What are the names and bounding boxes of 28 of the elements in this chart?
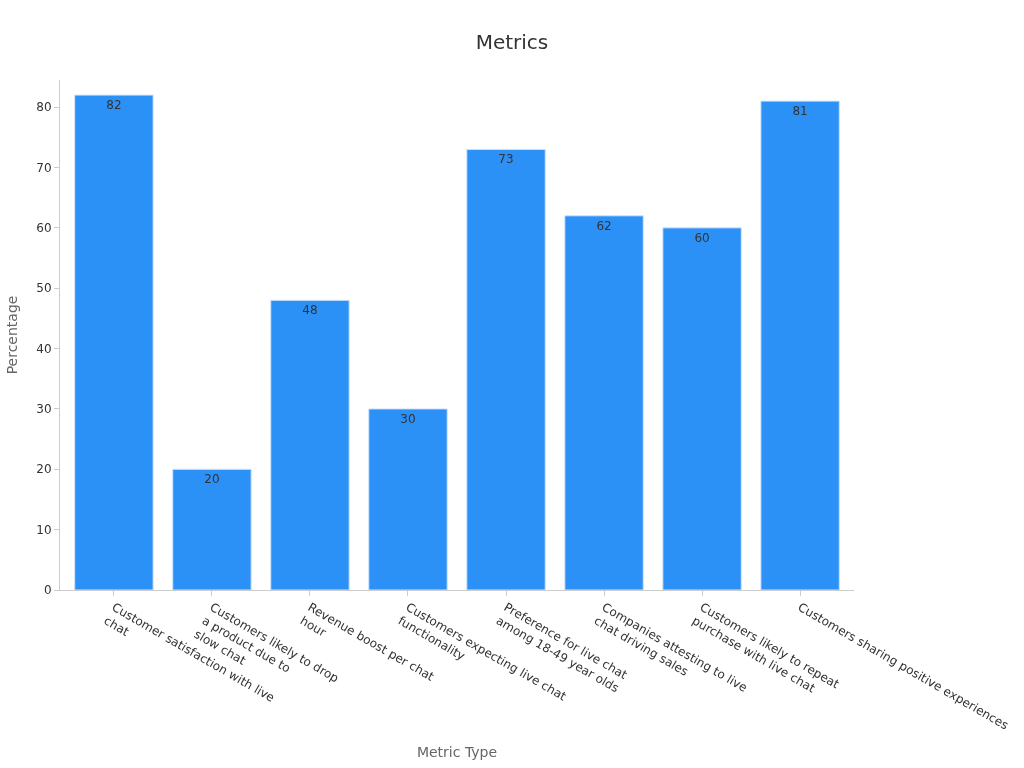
data-label: 60 xyxy=(694,230,710,245)
y-axis-title: Percentage xyxy=(3,295,20,375)
chart-title: Metrics xyxy=(475,29,549,54)
y-tick-label: 60 xyxy=(36,221,52,236)
data-label: 73 xyxy=(498,152,514,167)
bar xyxy=(760,100,840,590)
y-tick-label: 70 xyxy=(36,160,52,175)
y-tick-label: 40 xyxy=(36,341,52,356)
data-label: 20 xyxy=(204,472,220,487)
bar xyxy=(74,94,154,590)
bar xyxy=(564,215,644,590)
y-tick-label: 80 xyxy=(36,100,52,115)
y-tick-label: 20 xyxy=(36,462,52,477)
bar xyxy=(270,299,350,590)
data-label: 81 xyxy=(792,104,808,119)
y-tick-label: 50 xyxy=(36,281,52,296)
data-label: 30 xyxy=(400,411,416,426)
bar xyxy=(662,227,742,590)
bar xyxy=(466,148,546,590)
y-tick-label: 0 xyxy=(43,583,52,598)
data-label: 62 xyxy=(596,218,612,233)
bar xyxy=(368,408,448,590)
data-label: 48 xyxy=(302,303,318,318)
bar xyxy=(172,468,252,590)
y-tick-label: 10 xyxy=(36,522,52,537)
data-label: 82 xyxy=(106,98,122,113)
y-tick-label: 30 xyxy=(36,402,52,417)
x-axis-title: Metric Type xyxy=(416,743,498,760)
